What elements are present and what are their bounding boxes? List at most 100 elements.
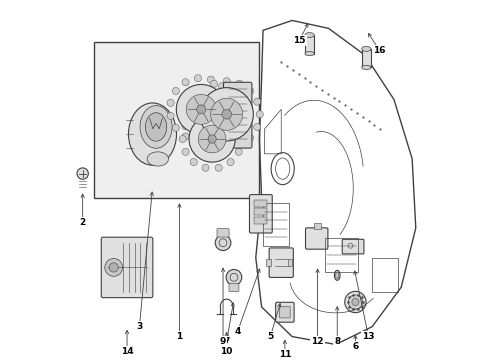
FancyBboxPatch shape (305, 228, 327, 249)
Bar (324, 238, 357, 273)
Circle shape (179, 135, 186, 143)
Circle shape (256, 111, 263, 118)
Circle shape (235, 141, 243, 148)
Circle shape (210, 98, 242, 130)
Circle shape (182, 148, 189, 156)
Circle shape (207, 76, 214, 83)
Circle shape (194, 75, 201, 82)
Text: 13: 13 (362, 332, 374, 341)
Circle shape (218, 129, 225, 136)
Circle shape (222, 109, 231, 119)
Ellipse shape (128, 103, 176, 165)
Ellipse shape (140, 105, 172, 148)
FancyBboxPatch shape (342, 239, 363, 254)
Text: 1: 1 (176, 332, 182, 341)
Circle shape (215, 164, 222, 171)
Circle shape (253, 123, 260, 131)
Circle shape (190, 112, 197, 120)
Text: 3: 3 (136, 322, 142, 331)
Text: 7: 7 (223, 337, 229, 346)
Text: 5: 5 (266, 332, 273, 341)
Circle shape (207, 136, 214, 143)
Ellipse shape (334, 270, 339, 280)
Circle shape (190, 158, 197, 166)
Circle shape (223, 78, 230, 85)
Circle shape (77, 168, 88, 179)
Text: 14: 14 (121, 347, 133, 356)
Text: 2: 2 (80, 219, 85, 228)
Circle shape (210, 141, 217, 148)
Circle shape (210, 80, 217, 87)
Circle shape (109, 263, 118, 272)
Circle shape (235, 148, 242, 156)
FancyBboxPatch shape (268, 248, 293, 278)
Circle shape (182, 123, 189, 130)
Circle shape (167, 112, 174, 120)
Text: 16: 16 (372, 46, 385, 55)
Text: 15: 15 (293, 36, 305, 45)
Circle shape (215, 235, 230, 251)
FancyBboxPatch shape (275, 302, 293, 322)
Circle shape (226, 118, 233, 126)
Ellipse shape (361, 46, 370, 51)
Ellipse shape (335, 272, 338, 279)
FancyBboxPatch shape (223, 82, 251, 148)
Circle shape (104, 258, 122, 276)
Bar (254, 217, 267, 224)
Circle shape (196, 105, 205, 114)
Circle shape (200, 87, 253, 141)
Circle shape (199, 87, 206, 94)
Circle shape (347, 295, 362, 309)
Ellipse shape (145, 113, 166, 141)
Circle shape (228, 106, 236, 113)
Circle shape (246, 134, 253, 141)
Circle shape (207, 135, 216, 143)
Bar (254, 208, 267, 215)
Circle shape (198, 125, 225, 153)
Text: 8: 8 (333, 337, 340, 346)
Bar (305, 35, 314, 54)
Bar (313, 223, 321, 229)
Circle shape (215, 107, 222, 114)
Circle shape (182, 79, 189, 86)
Bar (361, 49, 370, 67)
Circle shape (246, 87, 253, 94)
Circle shape (194, 137, 201, 144)
Circle shape (351, 298, 358, 306)
Circle shape (199, 134, 206, 141)
Circle shape (223, 144, 230, 151)
Circle shape (226, 158, 234, 166)
Bar (263, 203, 288, 246)
Text: 9: 9 (220, 337, 226, 346)
Circle shape (182, 133, 189, 140)
Text: 10: 10 (220, 347, 232, 356)
FancyBboxPatch shape (249, 195, 272, 233)
Circle shape (172, 124, 179, 131)
Bar (94, 42, 259, 198)
Circle shape (238, 135, 244, 143)
FancyBboxPatch shape (101, 237, 153, 298)
Circle shape (172, 87, 179, 95)
Text: 12: 12 (311, 337, 323, 346)
Circle shape (235, 123, 242, 130)
Circle shape (235, 80, 243, 87)
Circle shape (167, 99, 174, 107)
Ellipse shape (305, 33, 314, 37)
Circle shape (192, 123, 199, 131)
FancyBboxPatch shape (279, 307, 289, 318)
Circle shape (202, 107, 209, 114)
Circle shape (344, 291, 366, 313)
Bar (254, 200, 267, 207)
Circle shape (186, 94, 216, 124)
Circle shape (218, 82, 225, 90)
Circle shape (189, 116, 235, 162)
FancyBboxPatch shape (217, 229, 228, 237)
Circle shape (190, 111, 197, 118)
Circle shape (202, 164, 209, 171)
Circle shape (226, 93, 233, 100)
Bar (287, 259, 291, 266)
Circle shape (253, 98, 260, 105)
Ellipse shape (147, 152, 168, 166)
Circle shape (226, 112, 234, 120)
Bar (266, 259, 270, 266)
